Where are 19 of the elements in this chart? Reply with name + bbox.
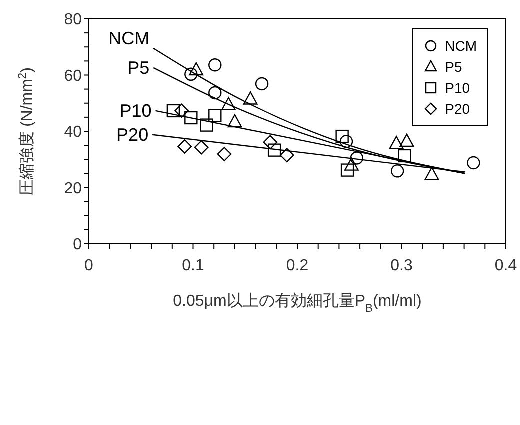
legend-label: P5 [445,58,462,74]
y-tick-label: 40 [64,124,82,142]
x-tick-label: 0 [84,257,94,274]
y-tick-label: 0 [73,236,82,254]
legend-label: NCM [445,38,477,54]
y-tick-label: 60 [64,68,82,85]
annotation: P20 [116,124,149,145]
legend-label: P10 [445,80,470,96]
annotation: NCM [108,28,150,49]
y-tick-label: 20 [64,180,82,198]
x-tick-label: 0.2 [286,257,309,274]
x-tick-label: 0.4 [494,257,518,274]
x-tick-label: 0.1 [182,257,204,274]
y-tick-label: 80 [64,12,82,29]
annotation: P10 [120,100,152,121]
x-tick-label: 0.3 [390,257,413,274]
annotation: P5 [128,58,150,78]
x-axis-title: 0.05μm以上の有効細孔量P$_{B}$(ml/ml) [173,292,422,315]
legend-label: P20 [445,100,470,116]
